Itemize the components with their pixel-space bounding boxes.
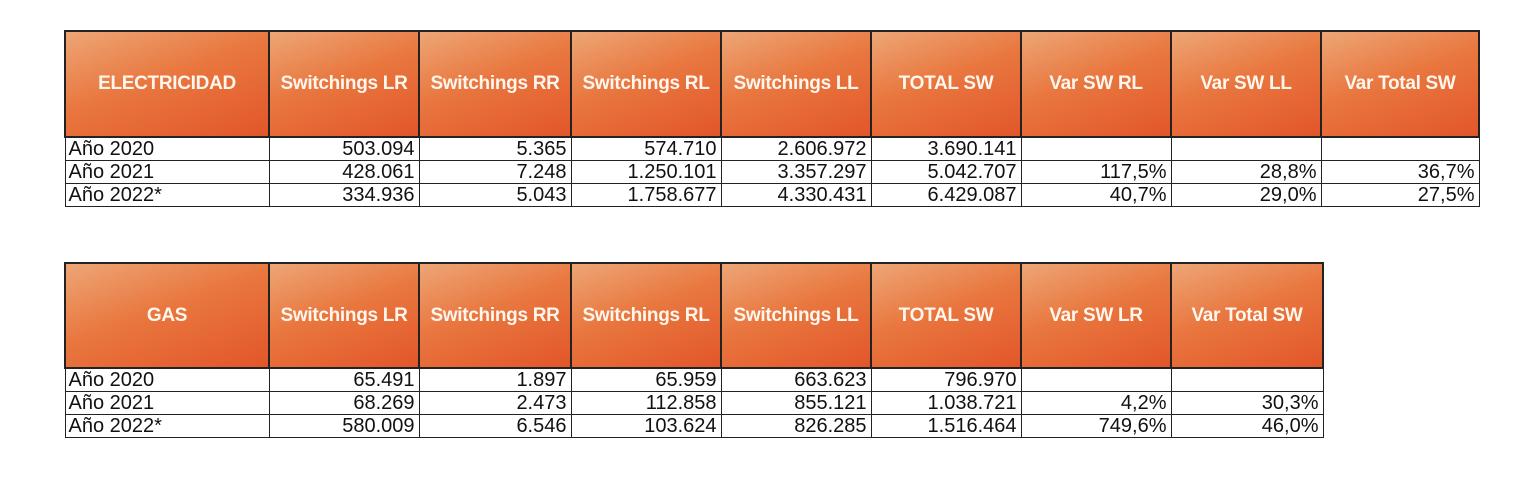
table-cell: 29,0% [1170,183,1322,207]
table-cell: 36,7% [1320,160,1480,184]
table-cell: 28,8% [1170,160,1322,184]
table-cell: 334.936 [268,183,420,207]
header-row: GAS Switchings LR Switchings RR Switchings … [64,262,1324,369]
table-cell: 5.365 [418,136,572,161]
table-cell: 6.546 [418,414,572,438]
column-header: GAS [64,262,270,369]
table-cell: 3.690.141 [870,136,1022,161]
table-row: Año 2021 428.061 7.248 1.250.101 3.357.297 5.… [64,160,1480,184]
table-cell: 46,0% [1170,414,1324,438]
row-label: Año 2021 [64,160,270,184]
table-cell: 7.248 [418,160,572,184]
column-header: Switchings LL [720,262,872,369]
column-header: Switchings RR [418,30,572,138]
table-row: Año 2021 68.269 2.473 112.858 855.121 1.038.7… [64,391,1324,415]
column-header: TOTAL SW [870,262,1022,369]
table-cell: 580.009 [268,414,420,438]
row-label: Año 2021 [64,391,270,415]
table-cell: 6.429.087 [870,183,1022,207]
table-cell: 1.897 [418,367,572,392]
column-header: Switchings LL [720,30,872,138]
table-cell: 68.269 [268,391,420,415]
column-header: Switchings LR [268,30,420,138]
table-cell: 855.121 [720,391,872,415]
table-cell: 2.473 [418,391,572,415]
table-cell: 103.624 [570,414,722,438]
table-cell: 4.330.431 [720,183,872,207]
column-header: Switchings RR [418,262,572,369]
column-header: Switchings RL [570,262,722,369]
table-cell: 1.758.677 [570,183,722,207]
column-header: Var SW RL [1020,30,1172,138]
table-cell: 5.042.707 [870,160,1022,184]
header-row: ELECTRICIDAD Switchings LR Switchings RR Sw… [64,30,1480,138]
electricidad-table: ELECTRICIDAD Switchings LR Switchings RR Sw… [64,30,1480,207]
table-cell: 1.250.101 [570,160,722,184]
table-cell [1320,136,1480,161]
table-cell: 30,3% [1170,391,1324,415]
row-label: Año 2020 [64,136,270,161]
row-label: Año 2022* [64,183,270,207]
table-cell: 3.357.297 [720,160,872,184]
table-cell: 40,7% [1020,183,1172,207]
table-cell [1020,136,1172,161]
gas-table: GAS Switchings LR Switchings RR Switchings … [64,262,1324,438]
table-cell: 826.285 [720,414,872,438]
table-cell: 428.061 [268,160,420,184]
table-cell: 2.606.972 [720,136,872,161]
table-cell: 1.516.464 [870,414,1022,438]
table-cell: 65.491 [268,367,420,392]
table-cell: 117,5% [1020,160,1172,184]
table-row: Año 2020 65.491 1.897 65.959 663.623 796.970 [64,367,1324,392]
table-cell: 27,5% [1320,183,1480,207]
table-cell: 503.094 [268,136,420,161]
table-cell: 663.623 [720,367,872,392]
column-header: Var SW LR [1020,262,1172,369]
table-cell: 5.043 [418,183,572,207]
column-header: Switchings RL [570,30,722,138]
table-cell: 796.970 [870,367,1022,392]
table-cell [1170,367,1324,392]
row-label: Año 2022* [64,414,270,438]
column-header: ELECTRICIDAD [64,30,270,138]
column-header: Switchings LR [268,262,420,369]
row-label: Año 2020 [64,367,270,392]
table-row: Año 2022* 580.009 6.546 103.624 826.285 1.516… [64,414,1324,438]
column-header: Var SW LL [1170,30,1322,138]
table-cell: 574.710 [570,136,722,161]
table-cell: 65.959 [570,367,722,392]
table-cell: 749,6% [1020,414,1172,438]
table-cell [1020,367,1172,392]
table-row: Año 2022* 334.936 5.043 1.758.677 4.330.431 6… [64,183,1480,207]
table-row: Año 2020 503.094 5.365 574.710 2.606.972 3.69… [64,136,1480,161]
column-header: TOTAL SW [870,30,1022,138]
column-header: Var Total SW [1170,262,1324,369]
table-cell: 1.038.721 [870,391,1022,415]
table-cell: 4,2% [1020,391,1172,415]
column-header: Var Total SW [1320,30,1480,138]
table-cell [1170,136,1322,161]
table-cell: 112.858 [570,391,722,415]
